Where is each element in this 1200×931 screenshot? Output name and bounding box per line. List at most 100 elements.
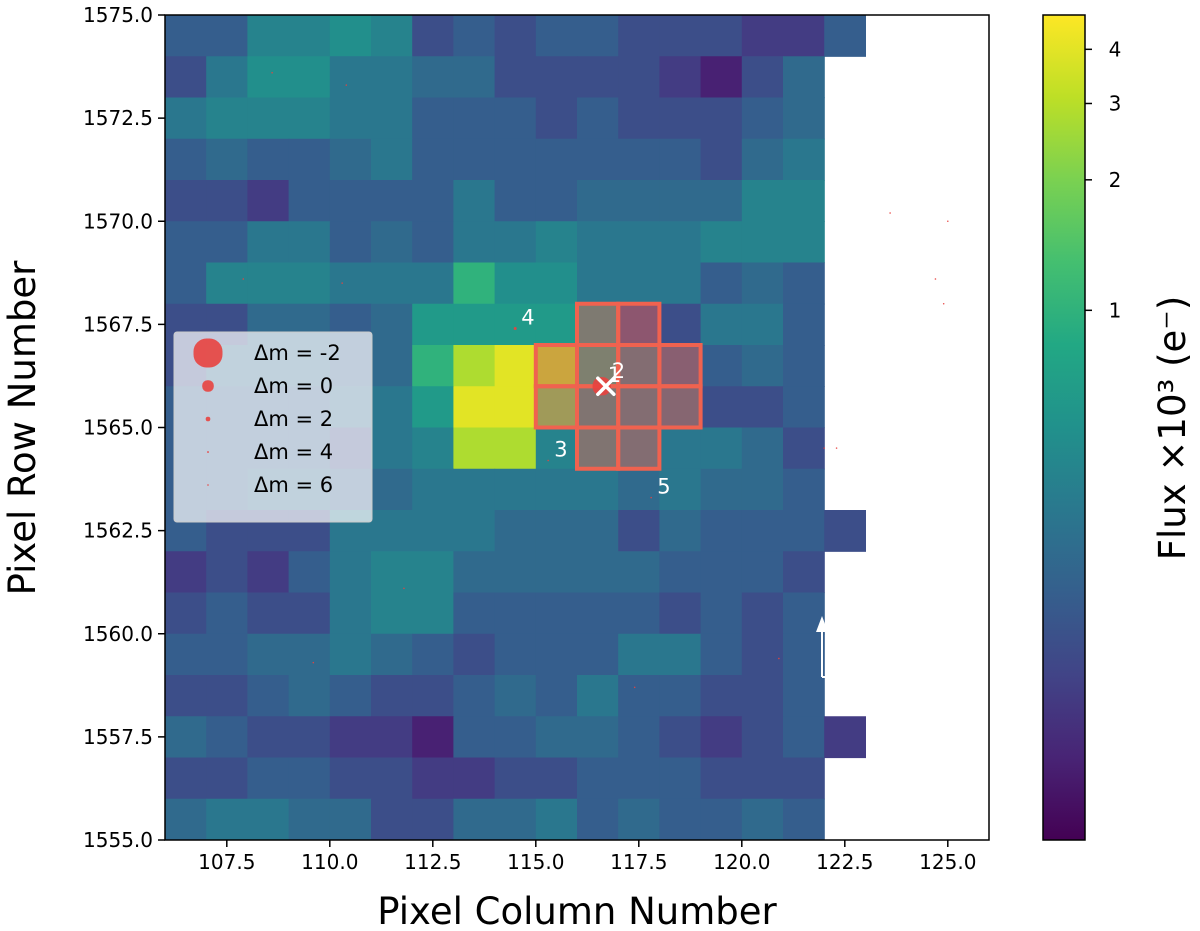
legend-label: Δm = 2 bbox=[254, 407, 333, 431]
colorbar-ticks: 1 2 3 4 bbox=[1085, 37, 1121, 322]
flux-pixel bbox=[206, 757, 248, 800]
flux-pixel bbox=[412, 675, 454, 717]
flux-pixel bbox=[371, 468, 413, 511]
x-axis-label: Pixel Column Number bbox=[377, 890, 777, 931]
flux-pixel bbox=[824, 716, 866, 759]
flux-pixel bbox=[535, 633, 578, 676]
flux-pixel bbox=[453, 468, 496, 511]
flux-pixel bbox=[412, 15, 454, 57]
flux-pixel bbox=[535, 138, 578, 181]
flux-pixel bbox=[700, 262, 743, 305]
flux-pixel bbox=[535, 798, 578, 840]
labeled-source-marker bbox=[650, 496, 652, 499]
flux-pixel bbox=[700, 798, 743, 840]
flux-pixel bbox=[577, 510, 619, 552]
x-tick-label: 125.0 bbox=[919, 850, 976, 874]
flux-pixel bbox=[577, 56, 619, 99]
flux-pixel bbox=[741, 56, 784, 99]
flux-pixel bbox=[659, 15, 702, 57]
flux-pixel bbox=[659, 633, 702, 676]
flux-pixel bbox=[371, 97, 413, 140]
field-source-marker bbox=[942, 303, 945, 305]
y-tick-label: 1565.0 bbox=[83, 416, 153, 440]
flux-pixel bbox=[206, 262, 248, 305]
flux-pixel bbox=[700, 303, 743, 346]
source-label: 6 bbox=[830, 425, 843, 449]
flux-pixel bbox=[247, 138, 290, 181]
field-source-marker bbox=[312, 661, 315, 664]
flux-pixel bbox=[288, 675, 331, 717]
flux-pixel bbox=[453, 56, 496, 99]
y-tick-label: 1570.0 bbox=[83, 209, 153, 233]
flux-pixel bbox=[371, 56, 413, 99]
x-tick-label: 110.0 bbox=[301, 850, 358, 874]
flux-pixel bbox=[659, 386, 702, 429]
aperture-pixel bbox=[616, 425, 662, 471]
flux-pixel bbox=[577, 15, 619, 57]
flux-pixel bbox=[165, 592, 207, 635]
flux-pixel bbox=[371, 15, 413, 57]
flux-pixel bbox=[700, 427, 743, 470]
flux-pixel bbox=[329, 798, 372, 840]
flux-pixel bbox=[494, 180, 537, 222]
flux-pixel bbox=[371, 180, 413, 222]
flux-pixel bbox=[577, 180, 619, 222]
x-tick-label: 117.5 bbox=[610, 850, 667, 874]
flux-pixel bbox=[494, 15, 537, 57]
flux-pixel bbox=[618, 592, 660, 635]
flux-pixel bbox=[165, 716, 207, 759]
flux-pixel bbox=[577, 303, 619, 346]
flux-pixel bbox=[288, 262, 331, 305]
legend-marker bbox=[205, 416, 211, 422]
flux-pixel bbox=[783, 468, 825, 511]
flux-pixel bbox=[577, 138, 619, 181]
flux-pixel bbox=[535, 675, 578, 717]
flux-pixel bbox=[494, 551, 537, 594]
labeled-source-marker bbox=[605, 381, 607, 383]
flux-pixel bbox=[412, 798, 454, 840]
flux-pixel bbox=[247, 716, 290, 759]
flux-pixel bbox=[824, 15, 866, 57]
compass: N E bbox=[816, 593, 897, 683]
flux-pixel bbox=[206, 138, 248, 181]
flux-pixel bbox=[618, 675, 660, 717]
flux-pixel bbox=[412, 592, 454, 635]
flux-pixel bbox=[412, 303, 454, 346]
flux-pixel bbox=[577, 468, 619, 511]
flux-pixel bbox=[165, 56, 207, 99]
y-axis: 1555.0 1557.5 1560.0 1562.5 1565.0 1567.5 1570… bbox=[83, 3, 165, 852]
flux-pixel bbox=[535, 180, 578, 222]
flux-pixel bbox=[165, 15, 207, 57]
flux-pixel bbox=[453, 510, 496, 552]
flux-pixel bbox=[206, 97, 248, 140]
flux-pixel bbox=[165, 138, 207, 181]
flux-pixel bbox=[577, 221, 619, 264]
flux-pixel bbox=[371, 345, 413, 387]
flux-pixel bbox=[412, 262, 454, 305]
y-tick-label: 1555.0 bbox=[83, 828, 153, 852]
flux-pixel bbox=[577, 427, 619, 470]
compass-north-label: N bbox=[824, 593, 839, 617]
aperture-pixel bbox=[616, 301, 662, 347]
flux-pixel bbox=[577, 757, 619, 800]
legend-label: Δm = 4 bbox=[254, 440, 333, 464]
colorbar-gradient bbox=[1042, 14, 1086, 841]
flux-pixel bbox=[453, 97, 496, 140]
flux-pixel bbox=[247, 262, 290, 305]
flux-pixel bbox=[206, 56, 248, 99]
labeled-source-marker bbox=[547, 459, 549, 462]
flux-pixel bbox=[535, 97, 578, 140]
flux-pixel bbox=[453, 138, 496, 181]
flux-pixel bbox=[412, 97, 454, 140]
flux-pixel bbox=[824, 510, 866, 552]
flux-pixel bbox=[659, 138, 702, 181]
flux-pixel bbox=[329, 180, 372, 222]
legend-label: Δm = 6 bbox=[254, 473, 333, 497]
flux-pixel bbox=[288, 633, 331, 676]
source-label: 7 bbox=[843, 425, 856, 449]
flux-pixel bbox=[165, 262, 207, 305]
flux-pixel bbox=[577, 592, 619, 635]
flux-pixel bbox=[659, 221, 702, 264]
flux-pixel bbox=[783, 675, 825, 717]
flux-pixel bbox=[494, 757, 537, 800]
